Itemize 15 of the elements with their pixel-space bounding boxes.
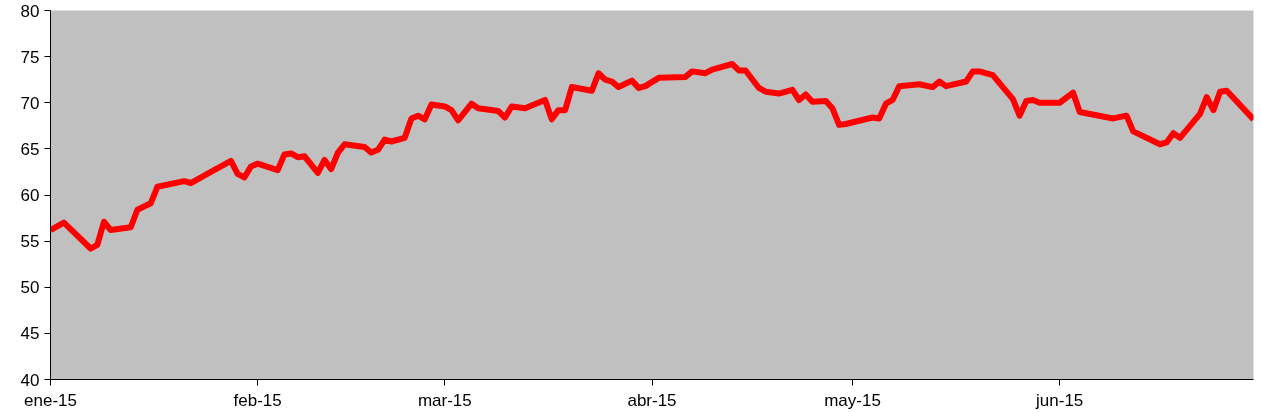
y-tick-label: 65 [20, 139, 40, 159]
y-tick-label: 50 [20, 278, 40, 298]
y-tick-label: 40 [20, 370, 40, 390]
x-tick-label: jun-15 [1035, 390, 1084, 410]
x-tick-label: feb-15 [233, 390, 282, 410]
y-tick-label: 60 [20, 186, 40, 205]
y-tick-label: 80 [20, 1, 40, 21]
y-tick-label: 55 [20, 232, 40, 252]
x-tick-label: ene-15 [24, 390, 77, 410]
x-tick-label: abr-15 [627, 390, 677, 410]
y-tick-label: 70 [20, 93, 40, 113]
x-tick-label: may-15 [824, 390, 881, 410]
y-tick-label: 75 [20, 47, 40, 67]
x-tick-label: mar-15 [417, 390, 472, 410]
y-tick-label: 45 [20, 324, 40, 344]
